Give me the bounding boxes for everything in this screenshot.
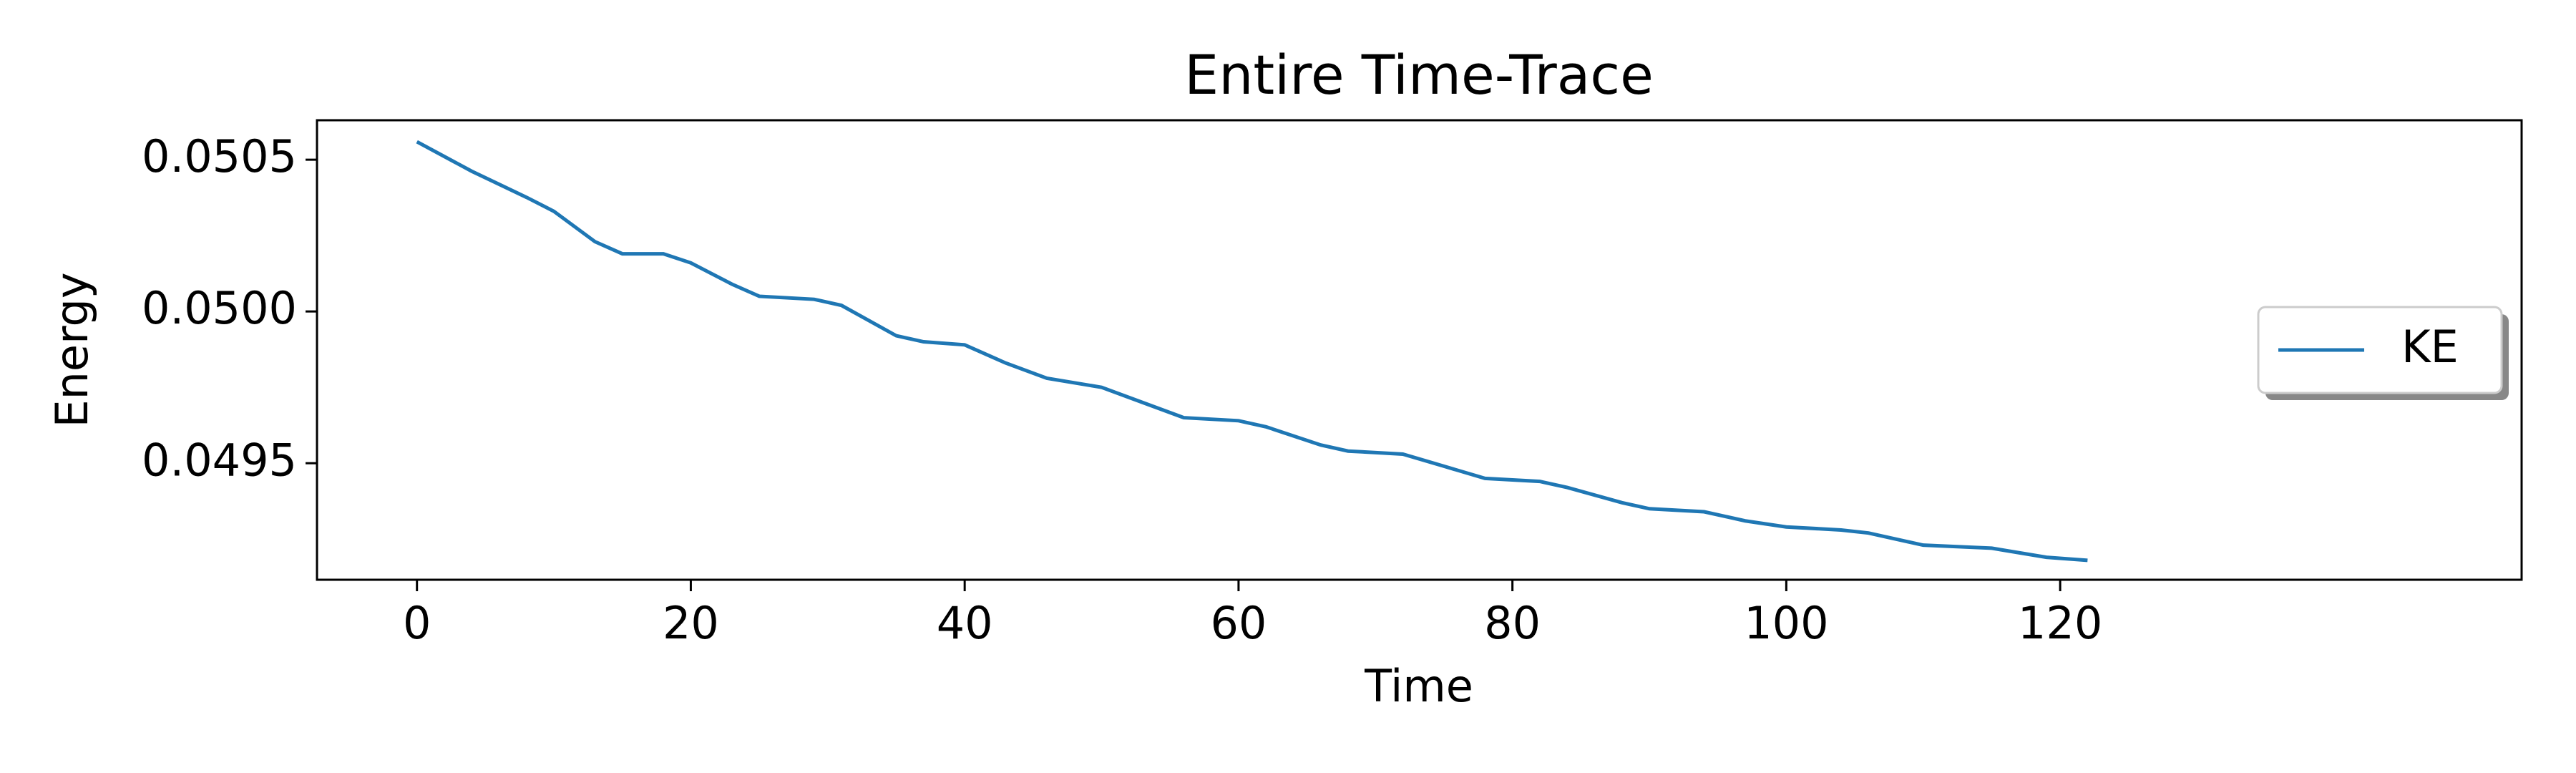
y-axis-label: Energy — [46, 272, 98, 427]
x-tick-label: 0 — [403, 597, 431, 649]
x-axis-label: Time — [1364, 660, 1473, 712]
y-tick-label: 0.0505 — [142, 130, 297, 183]
line — [416, 140, 2088, 563]
x-tick-label: 20 — [663, 597, 719, 649]
x-tick-label: 80 — [1484, 597, 1541, 649]
y-tick-label: 0.0500 — [142, 282, 297, 334]
legend-label: KE — [2401, 321, 2459, 373]
x-tick-label: 40 — [937, 597, 993, 649]
x-tick-label: 60 — [1210, 597, 1267, 649]
legend-box — [2257, 306, 2503, 394]
plot-frame — [316, 119, 2523, 581]
x-tick-label: 100 — [1744, 597, 1828, 649]
y-tick-label: 0.0495 — [142, 434, 297, 486]
x-tick-label: 120 — [2018, 597, 2102, 649]
chart-title: Entire Time-Trace — [1184, 43, 1654, 107]
